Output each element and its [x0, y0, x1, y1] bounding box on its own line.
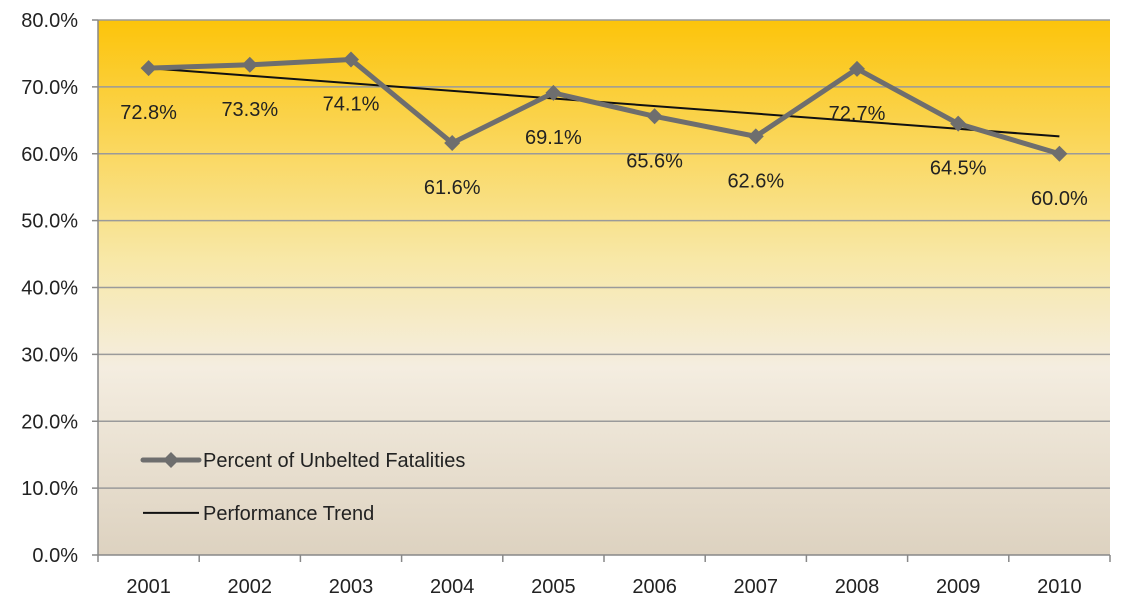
legend-label: Percent of Unbelted Fatalities — [203, 450, 465, 472]
data-point — [950, 115, 967, 132]
y-tick-label: 30.0% — [21, 344, 78, 366]
x-tick-label: 2002 — [228, 576, 273, 598]
data-point — [444, 135, 461, 152]
data-label: 62.6% — [727, 170, 784, 192]
data-labels: 72.8% 73.3% 74.1% 61.6% 69.1% 65.6% 62.6% 72.7%… — [120, 93, 1088, 209]
y-tick-label: 50.0% — [21, 211, 78, 233]
gridlines — [98, 19, 1110, 489]
data-label: 73.3% — [221, 99, 278, 121]
data-label: 74.1% — [323, 93, 380, 115]
y-tick-label: 80.0% — [21, 10, 78, 32]
y-tick-label: 0.0% — [32, 545, 78, 567]
x-tick-label: 2006 — [632, 576, 677, 598]
data-point — [343, 51, 359, 68]
y-tick-label: 20.0% — [21, 411, 78, 433]
data-label: 61.6% — [424, 177, 481, 199]
y-tick-label: 10.0% — [21, 478, 78, 500]
x-tick-label: 2003 — [329, 576, 374, 598]
data-label: 64.5% — [930, 158, 987, 180]
legend-label: Performance Trend — [203, 503, 374, 525]
data-point — [140, 60, 157, 77]
series-layer — [140, 51, 1068, 162]
x-tick-label: 2004 — [430, 576, 475, 598]
y-tick-label: 60.0% — [21, 144, 78, 166]
data-point — [646, 108, 663, 125]
data-point — [545, 84, 562, 101]
data-point — [747, 128, 764, 145]
y-tick-label: 70.0% — [21, 77, 78, 99]
data-label: 65.6% — [626, 150, 683, 172]
legend: Percent of Unbelted Fatalities Performanc… — [140, 450, 465, 525]
data-label: 69.1% — [525, 127, 582, 149]
data-label: 60.0% — [1031, 188, 1088, 210]
data-point — [849, 60, 865, 77]
data-label: 72.8% — [120, 102, 177, 124]
x-tick-label: 2010 — [1037, 576, 1082, 598]
data-point — [1051, 145, 1068, 162]
x-tick-label: 2005 — [531, 576, 576, 598]
y-tick-label: 40.0% — [21, 278, 78, 300]
x-tick-label: 2001 — [126, 576, 171, 598]
x-tick-label: 2007 — [734, 576, 779, 598]
data-point — [241, 56, 258, 73]
data-label: 72.7% — [829, 103, 886, 125]
series-line — [146, 56, 1062, 157]
legend-swatch-marker — [163, 452, 179, 469]
axes: 0.0% 10.0% 20.0% 30.0% 40.0% 50.0% 60.0% 70.0% 8… — [21, 10, 1111, 598]
x-tick-label: 2009 — [936, 576, 981, 598]
x-tick-label: 2008 — [835, 576, 880, 598]
